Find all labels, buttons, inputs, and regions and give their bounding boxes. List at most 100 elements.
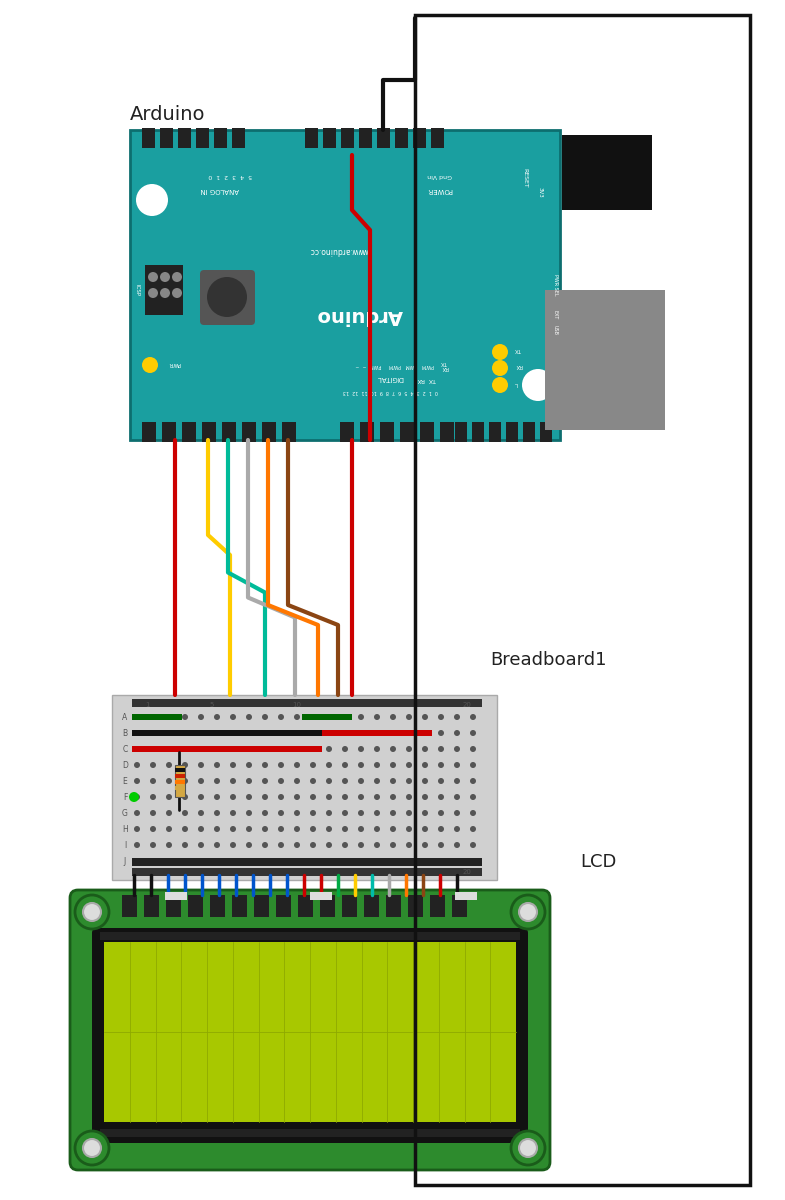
Circle shape: [150, 826, 156, 832]
Bar: [232, 895, 247, 917]
Circle shape: [136, 184, 168, 216]
Circle shape: [198, 826, 204, 832]
Circle shape: [294, 858, 300, 864]
Circle shape: [511, 895, 545, 929]
Bar: [132, 858, 482, 866]
Circle shape: [390, 810, 396, 816]
Circle shape: [326, 714, 332, 720]
Circle shape: [198, 810, 204, 816]
Circle shape: [262, 842, 268, 848]
Circle shape: [230, 778, 236, 784]
Bar: [420, 422, 434, 442]
Circle shape: [358, 858, 364, 864]
Circle shape: [166, 714, 172, 720]
Circle shape: [214, 746, 220, 752]
Circle shape: [454, 778, 460, 784]
Circle shape: [182, 778, 188, 784]
Circle shape: [262, 746, 268, 752]
Circle shape: [182, 810, 188, 816]
Circle shape: [470, 746, 476, 752]
Bar: [175, 780, 185, 784]
Text: Breadboard1: Breadboard1: [490, 650, 607, 670]
Circle shape: [166, 826, 172, 832]
Bar: [400, 422, 414, 442]
Text: Arduino: Arduino: [130, 106, 206, 125]
Text: F: F: [122, 792, 127, 802]
Bar: [178, 128, 191, 148]
Circle shape: [438, 826, 444, 832]
Circle shape: [358, 842, 364, 848]
Circle shape: [230, 730, 236, 736]
Circle shape: [246, 714, 252, 720]
Circle shape: [246, 858, 252, 864]
Bar: [175, 768, 185, 772]
Circle shape: [406, 730, 412, 736]
Text: 5  4  3  2  1  0: 5 4 3 2 1 0: [208, 173, 252, 178]
Bar: [489, 422, 501, 442]
FancyBboxPatch shape: [200, 270, 255, 325]
Text: 5: 5: [210, 702, 214, 708]
Bar: [132, 730, 322, 736]
Circle shape: [342, 778, 348, 784]
Bar: [242, 422, 256, 442]
Circle shape: [148, 272, 158, 282]
Bar: [175, 786, 185, 790]
Circle shape: [214, 762, 220, 768]
Circle shape: [374, 762, 380, 768]
Circle shape: [390, 826, 396, 832]
Circle shape: [406, 714, 412, 720]
Bar: [395, 128, 408, 148]
Circle shape: [134, 826, 140, 832]
Circle shape: [246, 794, 252, 800]
Circle shape: [214, 810, 220, 816]
Circle shape: [230, 746, 236, 752]
Bar: [162, 422, 176, 442]
Bar: [415, 14, 750, 1186]
Circle shape: [454, 842, 460, 848]
Circle shape: [134, 794, 140, 800]
Circle shape: [406, 858, 412, 864]
Circle shape: [198, 714, 204, 720]
Circle shape: [262, 762, 268, 768]
Bar: [132, 714, 182, 720]
Bar: [455, 892, 477, 900]
Circle shape: [374, 730, 380, 736]
Circle shape: [214, 858, 220, 864]
Circle shape: [390, 714, 396, 720]
Text: Arduino: Arduino: [317, 306, 403, 324]
Circle shape: [374, 714, 380, 720]
Circle shape: [294, 778, 300, 784]
Circle shape: [454, 746, 460, 752]
Circle shape: [342, 858, 348, 864]
Circle shape: [519, 902, 537, 922]
Bar: [132, 698, 482, 707]
Circle shape: [358, 746, 364, 752]
Circle shape: [214, 714, 220, 720]
Circle shape: [422, 826, 428, 832]
Circle shape: [454, 810, 460, 816]
Bar: [408, 895, 423, 917]
Circle shape: [134, 842, 140, 848]
Circle shape: [470, 778, 476, 784]
Bar: [386, 895, 401, 917]
Text: L: L: [515, 380, 518, 385]
Bar: [377, 128, 390, 148]
Circle shape: [390, 794, 396, 800]
Bar: [182, 422, 196, 442]
Circle shape: [166, 730, 172, 736]
Circle shape: [390, 762, 396, 768]
Circle shape: [310, 714, 316, 720]
Circle shape: [454, 762, 460, 768]
Text: C: C: [122, 744, 128, 754]
Circle shape: [214, 842, 220, 848]
Bar: [359, 128, 372, 148]
Circle shape: [134, 810, 140, 816]
Circle shape: [214, 794, 220, 800]
Circle shape: [182, 842, 188, 848]
Bar: [276, 895, 291, 917]
Circle shape: [422, 778, 428, 784]
Circle shape: [182, 858, 188, 864]
Circle shape: [182, 794, 188, 800]
Circle shape: [230, 842, 236, 848]
Circle shape: [342, 746, 348, 752]
